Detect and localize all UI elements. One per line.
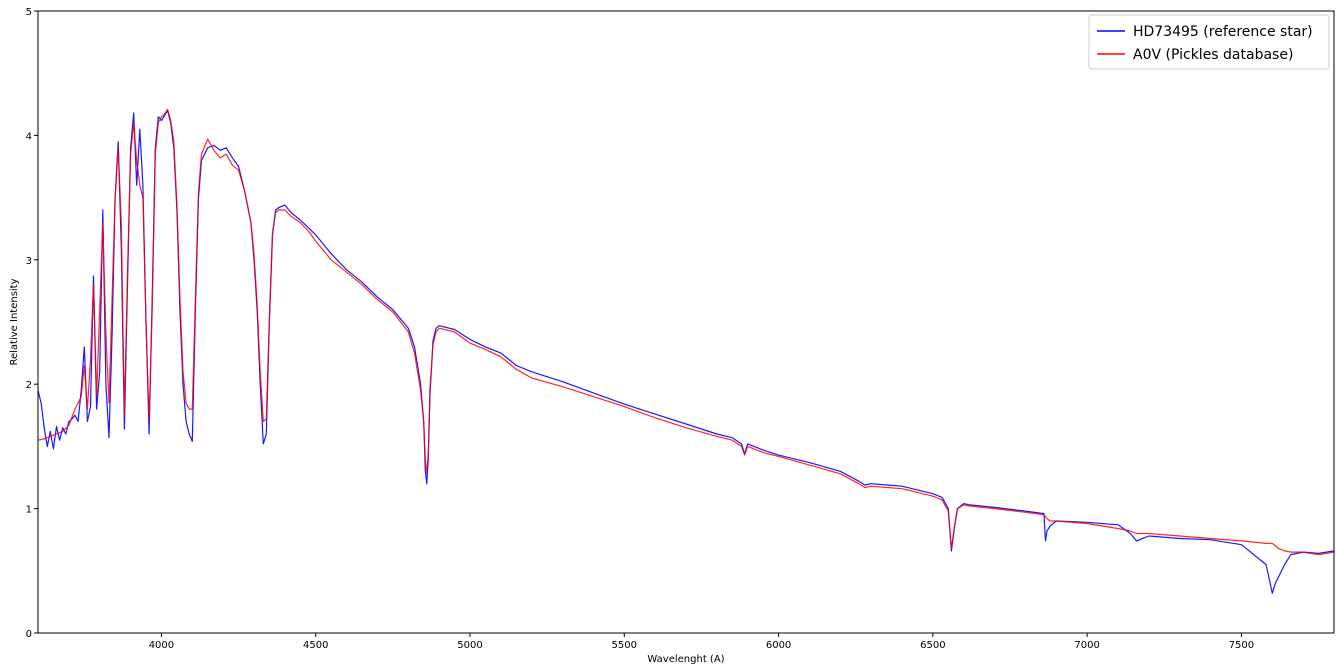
legend-label-hd73495: HD73495 (reference star) <box>1133 24 1313 40</box>
y-tick-label: 0 <box>26 629 32 640</box>
y-tick-label: 1 <box>26 505 32 516</box>
legend: HD73495 (reference star) A0V (Pickles da… <box>1088 14 1330 70</box>
y-axis-ticks: 0 1 2 3 4 5 <box>26 7 38 640</box>
x-axis-label: Wavelenght (A) <box>647 654 724 665</box>
x-axis-ticks: 4000 4500 5000 5500 6000 6500 7000 7500 <box>149 633 1254 651</box>
x-tick-label: 5000 <box>457 640 482 651</box>
y-tick-label: 5 <box>26 7 32 18</box>
x-tick-label: 6500 <box>920 640 945 651</box>
legend-box <box>1088 14 1330 70</box>
y-tick-label: 4 <box>26 131 32 142</box>
x-tick-label: 7500 <box>1229 640 1254 651</box>
plot-area <box>37 108 1335 594</box>
x-tick-label: 4500 <box>303 640 328 651</box>
x-tick-label: 5500 <box>612 640 637 651</box>
legend-label-a0v: A0V (Pickles database) <box>1133 47 1293 63</box>
y-tick-label: 3 <box>26 256 32 267</box>
y-axis-label: Relative Intensity <box>9 278 20 365</box>
x-tick-label: 4000 <box>149 640 174 651</box>
x-tick-label: 6000 <box>766 640 791 651</box>
series-line-a0v <box>37 108 1335 556</box>
plot-frame <box>37 10 1335 634</box>
x-tick-label: 7000 <box>1074 640 1099 651</box>
y-tick-label: 2 <box>26 380 32 391</box>
